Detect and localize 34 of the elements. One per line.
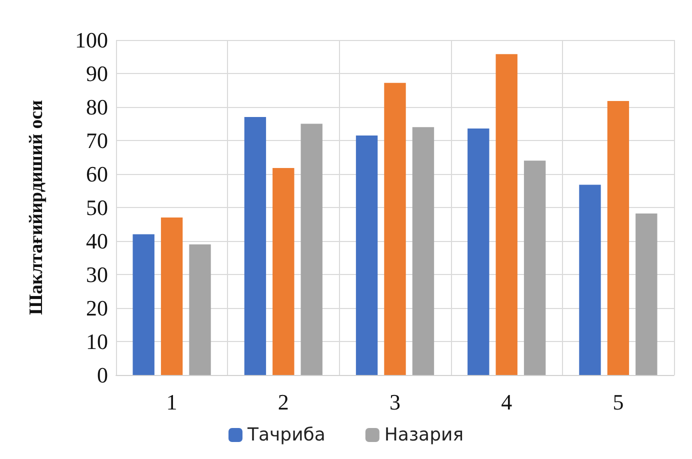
y-tick-label: 70 [86, 128, 108, 153]
bar [524, 160, 546, 375]
bar [468, 128, 490, 375]
bar [132, 234, 154, 375]
y-tick-label: 40 [86, 228, 108, 254]
y-axis-title: Шаклтағийирдиший оси [26, 100, 47, 315]
bar [384, 82, 406, 375]
y-tick-label: 10 [86, 329, 108, 354]
bar [300, 124, 322, 375]
bar [412, 127, 434, 375]
x-tick-label: 1 [166, 390, 178, 414]
y-tick-label: 0 [97, 362, 108, 388]
x-tick-label: 5 [612, 390, 624, 414]
x-tick-label: 4 [501, 390, 512, 414]
bar [272, 168, 294, 375]
y-tick-label: 30 [86, 262, 108, 287]
bar [356, 135, 378, 375]
x-tick-label: 3 [390, 390, 400, 414]
bar [244, 117, 266, 375]
y-tick-label: 60 [86, 162, 108, 186]
bar [160, 218, 183, 375]
legend-label: Назария [384, 424, 464, 446]
legend-label: Тачриба [246, 424, 326, 446]
y-tick-label: 90 [86, 61, 108, 86]
bar [496, 54, 518, 375]
y-tick-label: 50 [86, 195, 108, 220]
bar [579, 184, 601, 375]
bar [189, 244, 211, 375]
y-tick-label: 100 [75, 28, 108, 52]
bar [607, 100, 630, 375]
bar [636, 214, 658, 375]
x-tick-label: 2 [278, 390, 289, 414]
y-tick-label: 80 [86, 94, 108, 120]
y-tick-label: 20 [86, 296, 108, 320]
